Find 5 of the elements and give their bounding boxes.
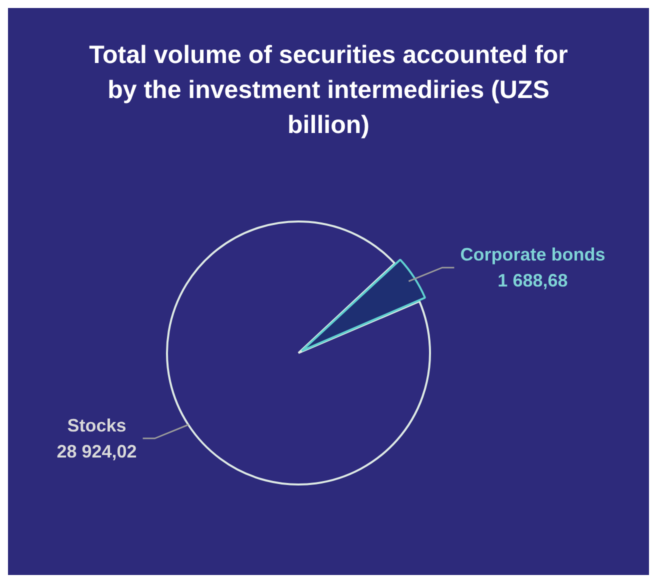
- slice-label: Corporate bonds: [460, 244, 606, 265]
- slice-label: Stocks: [67, 415, 126, 436]
- data-label: 28 924,02: [56, 441, 137, 462]
- chart-title: Total volume of securities accounted for by the investment intermediries (UZS billion): [88, 40, 569, 141]
- data-label: 1 688,68: [498, 270, 568, 291]
